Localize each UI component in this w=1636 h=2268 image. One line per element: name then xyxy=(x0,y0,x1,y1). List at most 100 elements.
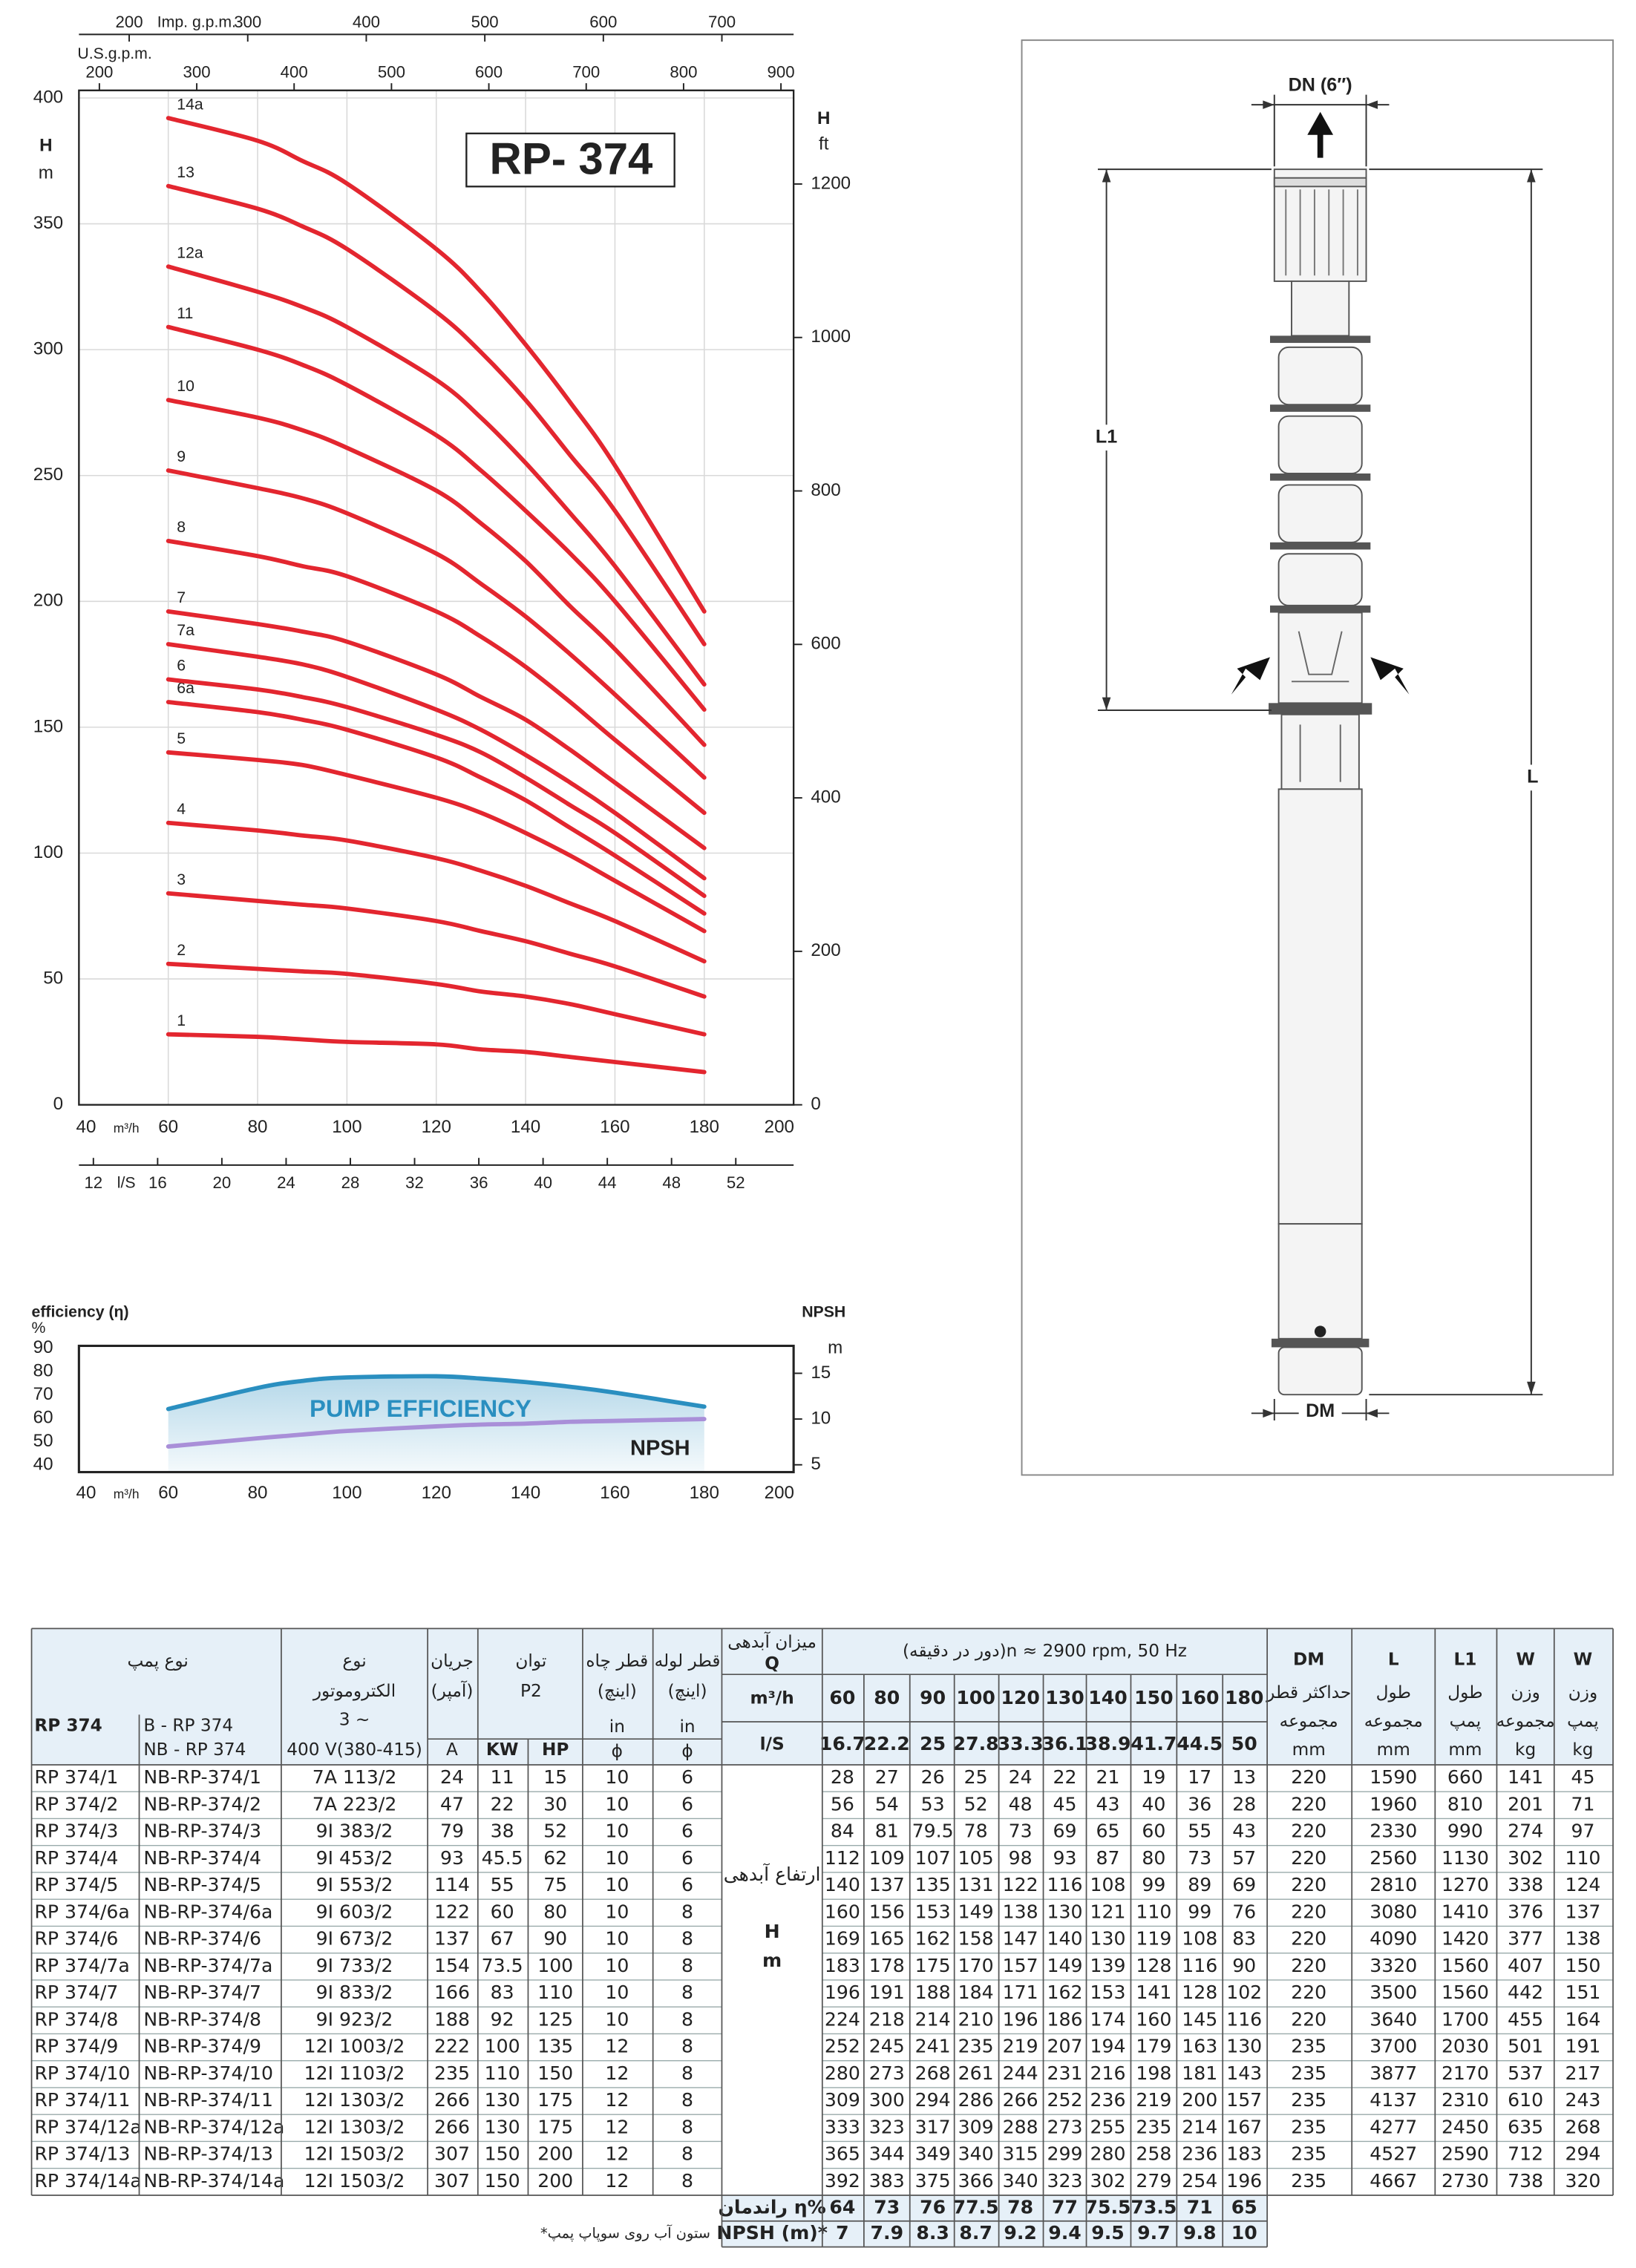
y-tick-label: 40 xyxy=(33,1455,53,1475)
table-cell: 8 xyxy=(681,1928,693,1950)
q-header: 140 xyxy=(1088,1687,1127,1708)
y-tick-label: 80 xyxy=(33,1360,53,1380)
table-cell: 24 xyxy=(440,1766,464,1788)
table-cell: 660 xyxy=(1447,1766,1483,1788)
q-header: 50 xyxy=(1231,1733,1257,1754)
q-header: 41.7 xyxy=(1131,1733,1177,1754)
table-cell: 366 xyxy=(958,2170,994,2192)
table-cell: 220 xyxy=(1291,1793,1326,1815)
x-tick-label: 200 xyxy=(765,1483,794,1503)
table-cell: 71 xyxy=(1571,1793,1594,1815)
table-cell: 3320 xyxy=(1370,1955,1417,1976)
table-cell: 77 xyxy=(1052,2196,1078,2218)
table-cell: 166 xyxy=(434,1982,470,2003)
table-cell: 93 xyxy=(1053,1847,1077,1869)
table-cell: 130 xyxy=(1090,1928,1126,1950)
table-cell: 610 xyxy=(1508,2089,1543,2111)
table-cell: 2450 xyxy=(1442,2116,1489,2137)
efficiency-chart: 40 50 60 70 80 90 5 10 15 40 60 80 100 120 140 160 180 20… xyxy=(33,1337,831,1503)
stage-flange xyxy=(1269,335,1371,344)
table-cell: 10 xyxy=(605,1955,629,1976)
table-cell: 1960 xyxy=(1370,1793,1417,1815)
table-cell: 12 xyxy=(605,2036,629,2057)
head-label: H xyxy=(765,1921,780,1942)
table-cell: 73 xyxy=(1188,1847,1211,1869)
table-cell: 65 xyxy=(1231,2196,1257,2218)
q-header: 25 xyxy=(920,1733,946,1754)
table-cell: 9.2 xyxy=(1004,2222,1037,2244)
q-header: 38.9 xyxy=(1085,1733,1131,1754)
table-cell: 1420 xyxy=(1442,1928,1489,1950)
axis-tick-label: 24 xyxy=(277,1173,295,1192)
title-box xyxy=(465,132,675,188)
table-cell: 214 xyxy=(915,2008,951,2030)
series-line xyxy=(166,700,707,916)
table-cell: 102 xyxy=(1226,1982,1262,2003)
table-cell: 1130 xyxy=(1442,1847,1489,1869)
table-cell: 12I 1503/2 xyxy=(304,2170,405,2192)
table-header: توان xyxy=(515,1651,546,1671)
table-cell: 110 xyxy=(537,1982,573,2003)
table-cell: 27 xyxy=(875,1766,899,1788)
table-cell: 191 xyxy=(1565,2036,1600,2057)
table-cell: 25 xyxy=(964,1766,988,1788)
curve-label: 9 xyxy=(177,448,186,465)
table-cell: 158 xyxy=(958,1928,994,1950)
table-cell: 307 xyxy=(434,2143,470,2165)
curve-label: 14a xyxy=(177,95,203,113)
curve-label: 1 xyxy=(177,1012,186,1029)
table-cell: NB-RP-374/1 xyxy=(143,1766,261,1788)
table-cell: 12 xyxy=(605,2089,629,2111)
table-cell: 116 xyxy=(1047,1874,1083,1895)
table-cell: 6 xyxy=(681,1847,693,1869)
table-cell: 78 xyxy=(1007,2196,1033,2218)
table-cell: 222 xyxy=(434,2036,470,2057)
table-cell: 138 xyxy=(1565,1928,1600,1950)
y-tick-label: 60 xyxy=(33,1407,53,1427)
table-cell: 3080 xyxy=(1370,1901,1417,1922)
table-cell: 383 xyxy=(869,2170,905,2192)
y2-axis-label: H xyxy=(817,108,830,128)
table-cell: 10 xyxy=(605,1928,629,1950)
table-cell: 11 xyxy=(491,1766,514,1788)
table-cell: 73 xyxy=(874,2196,900,2218)
table-header: Q xyxy=(765,1654,779,1674)
table-cell: RP 374/13 xyxy=(34,2143,130,2165)
table-cell: 349 xyxy=(915,2143,951,2165)
pump-drawing: DN (6″) L1 L DM xyxy=(1021,39,1614,1476)
table-cell: 266 xyxy=(434,2116,470,2137)
y2-axis-label: NPSH xyxy=(802,1303,845,1321)
table-cell: 9I 603/2 xyxy=(316,1901,393,1922)
table-cell: 121 xyxy=(1090,1901,1126,1922)
y2-axis-unit: m xyxy=(828,1338,842,1358)
table-cell: 81 xyxy=(875,1820,899,1842)
intake-cage xyxy=(1291,631,1349,683)
table-header: kg xyxy=(1515,1740,1536,1760)
table-cell: 220 xyxy=(1291,1928,1326,1950)
table-cell: 178 xyxy=(869,1955,905,1976)
table-cell: 97 xyxy=(1571,1820,1594,1842)
table-cell: 219 xyxy=(1136,2089,1171,2111)
table-cell: 43 xyxy=(1232,1820,1256,1842)
table-cell: 125 xyxy=(537,2008,573,2030)
table-cell: 130 xyxy=(485,2089,520,2111)
table-cell: 83 xyxy=(1232,1928,1256,1950)
table-cell: 175 xyxy=(537,2089,573,2111)
table-header: NB - RP 374 xyxy=(143,1740,246,1760)
head-label: ارتفاع آبدهی xyxy=(724,1863,821,1885)
table-cell: 170 xyxy=(958,1955,994,1976)
table-cell: 87 xyxy=(1096,1847,1120,1869)
table-cell: 8 xyxy=(681,2036,693,2057)
axis-tick-label: 800 xyxy=(670,62,697,81)
table-cell: NB-RP-374/6a xyxy=(143,1901,272,1922)
table-cell: RP 374/1 xyxy=(34,1766,118,1788)
table-cell: 6 xyxy=(681,1874,693,1895)
table-cell: 60 xyxy=(491,1901,514,1922)
table-cell: RP 374/10 xyxy=(34,2062,130,2084)
table-cell: 10 xyxy=(605,1766,629,1788)
motor-body xyxy=(1277,788,1363,1225)
series-line xyxy=(166,324,707,712)
table-cell: 93 xyxy=(440,1847,464,1869)
table-header: P2 xyxy=(520,1681,542,1701)
table-cell: 235 xyxy=(434,2062,470,2084)
